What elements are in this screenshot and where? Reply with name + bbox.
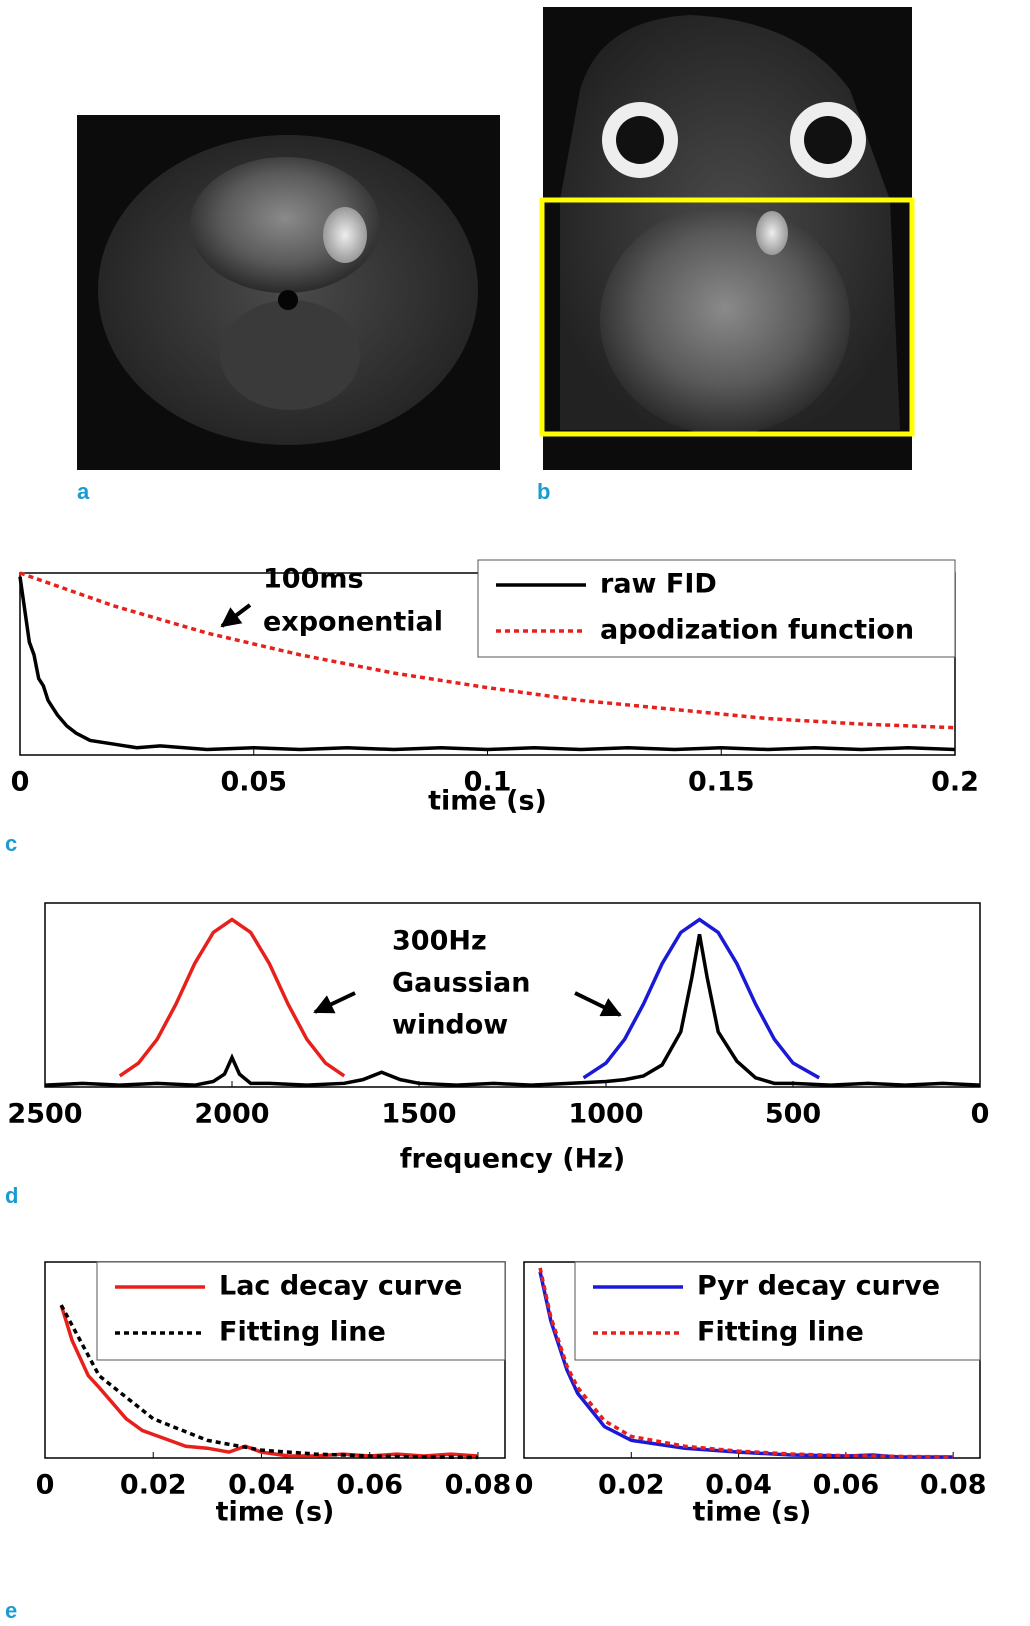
annotation: 100ms [263, 564, 364, 595]
x-tick-label: 0.08 [920, 1470, 987, 1501]
x-tick-label: 0 [11, 767, 30, 798]
panel-label: b [537, 479, 550, 504]
x-tick-label: 500 [765, 1099, 821, 1130]
data-line [59, 1304, 478, 1460]
x-tick-label: 0.08 [445, 1470, 512, 1501]
annotation: exponential [263, 607, 443, 638]
panel-label: c [5, 831, 17, 856]
data-line [582, 917, 821, 1080]
x-tick-label: 0.02 [120, 1470, 187, 1501]
x-tick-label: 1500 [381, 1099, 456, 1130]
data-line [19, 571, 956, 730]
data-line [44, 933, 981, 1087]
panel-label: e [5, 1598, 17, 1623]
legend-label: raw FID [600, 569, 717, 600]
x-tick-label: 0.04 [228, 1470, 295, 1501]
panel-label: a [77, 479, 90, 504]
legend-label: Lac decay curve [219, 1271, 462, 1302]
x-tick-label: 0 [971, 1099, 990, 1130]
legend-label: Fitting line [219, 1317, 386, 1348]
x-tick-label: 2500 [7, 1099, 82, 1130]
x-tick-label: 0.06 [813, 1470, 880, 1501]
x-tick-label: 0.1 [464, 767, 512, 798]
data-line [118, 917, 346, 1078]
annotation: window [392, 1010, 508, 1041]
x-tick-label: 0 [515, 1470, 534, 1501]
plot-frame [44, 902, 981, 1088]
legend-box [96, 1261, 506, 1361]
annotation: Gaussian [392, 968, 530, 999]
data-line [18, 576, 956, 752]
x-axis-label: frequency (Hz) [400, 1144, 625, 1175]
x-tick-label: 0.2 [931, 767, 979, 798]
x-tick-label: 0.05 [220, 767, 287, 798]
x-axis-label: time (s) [216, 1497, 335, 1528]
x-axis-label: time (s) [428, 786, 547, 817]
x-tick-label: 0.04 [705, 1470, 772, 1501]
x-tick-label: 0.15 [688, 767, 755, 798]
legend-label: Fitting line [697, 1317, 864, 1348]
data-line [538, 1267, 954, 1459]
legend-box [477, 559, 956, 658]
legend-box [574, 1261, 981, 1361]
annotation: 300Hz [392, 926, 487, 957]
x-axis-label: time (s) [693, 1497, 812, 1528]
legend-label: Pyr decay curve [697, 1271, 940, 1302]
mri-coronal [539, 7, 915, 470]
x-tick-label: 0.06 [336, 1470, 403, 1501]
x-tick-label: 2000 [194, 1099, 269, 1130]
arrows [220, 603, 622, 1017]
x-tick-label: 0 [36, 1470, 55, 1501]
x-tick-label: 0.02 [598, 1470, 665, 1501]
legend-label: apodization function [600, 615, 914, 646]
data-line [59, 1304, 479, 1458]
panel-label: d [5, 1183, 18, 1208]
mri-axial [77, 115, 500, 470]
x-tick-label: 1000 [568, 1099, 643, 1130]
